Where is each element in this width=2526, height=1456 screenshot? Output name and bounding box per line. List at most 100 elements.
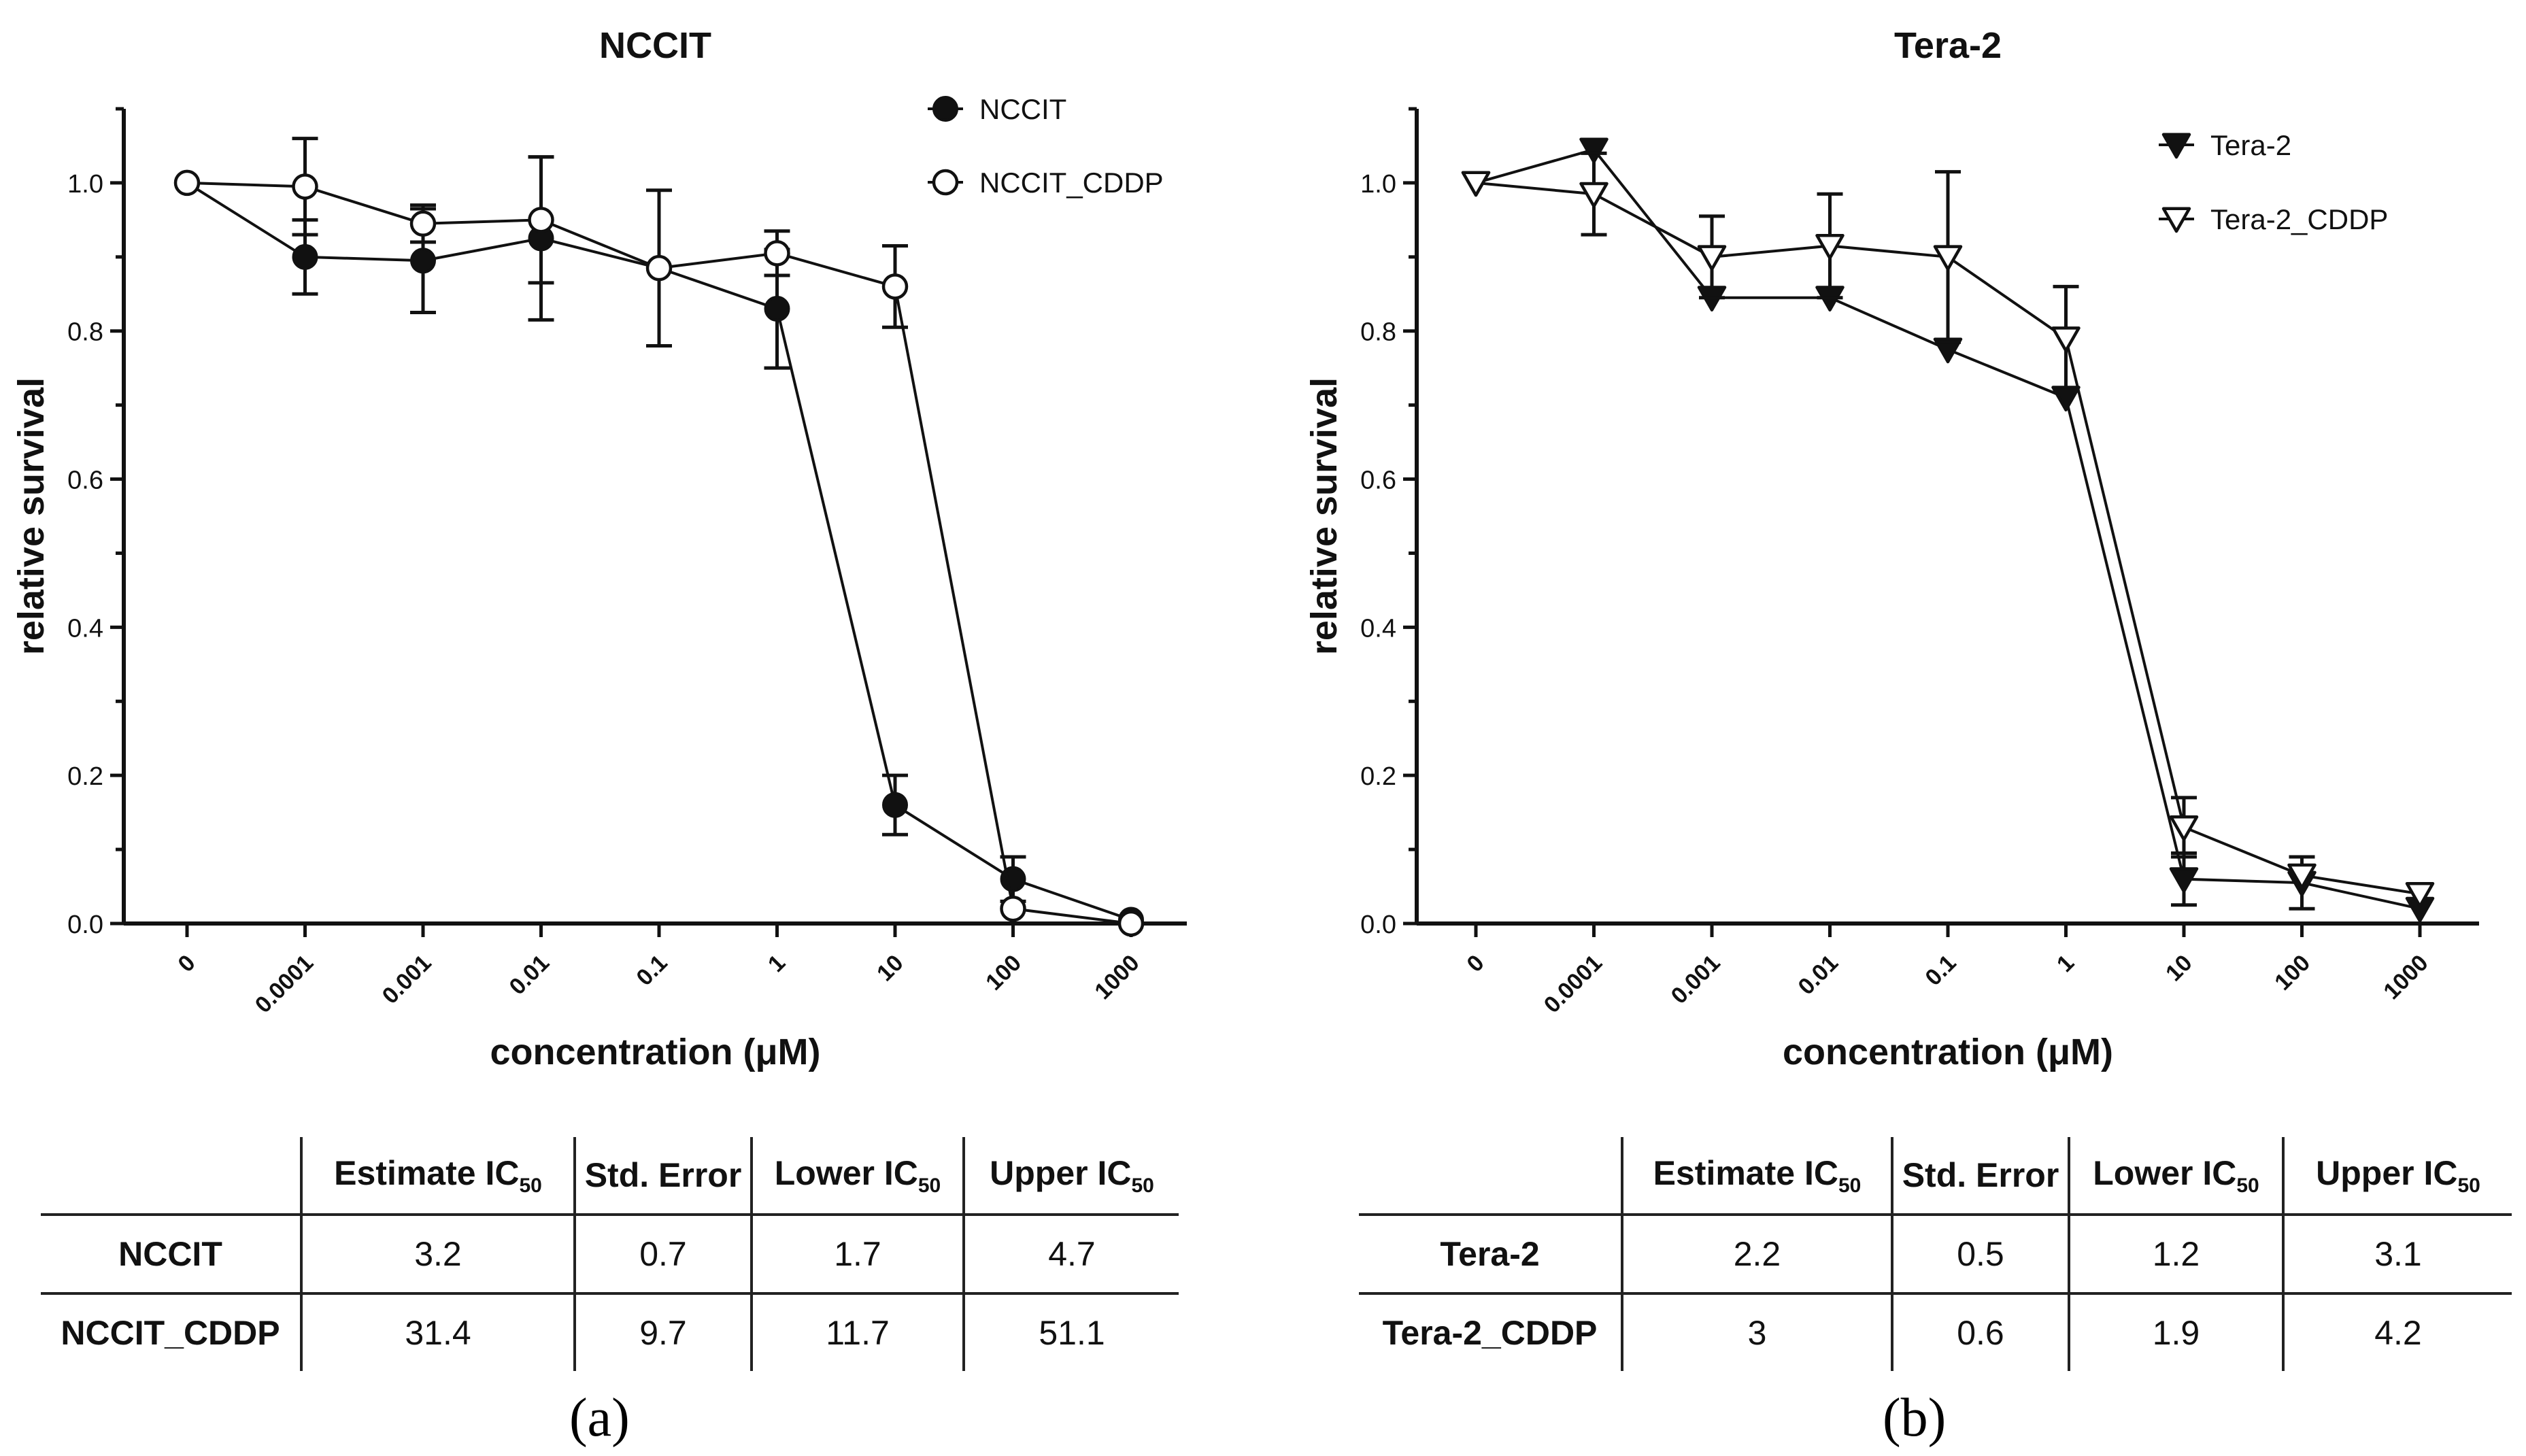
legend-marker: [2161, 207, 2191, 233]
data-point: [410, 248, 436, 274]
table-row: NCCIT_CDDP 31.4 9.7 11.7 51.1: [41, 1292, 1179, 1371]
x-tick-label: 1000: [2378, 950, 2433, 1004]
y-tick-label: 0.8: [67, 318, 103, 347]
data-point: [1933, 245, 1963, 271]
cell-std-error: 0.5: [1892, 1213, 2070, 1293]
legend-label: Tera-2_CDDP: [2210, 203, 2388, 235]
data-point: [882, 792, 908, 818]
cell-std-error: 0.6: [1892, 1292, 2070, 1371]
data-point: [1579, 137, 1609, 164]
panel-label-a: (a): [569, 1388, 630, 1448]
header-std-error: Std. Error: [575, 1137, 753, 1215]
chart-title: Tera-2: [1894, 25, 2002, 66]
data-point: [2405, 881, 2435, 908]
x-tick-label: 0.01: [1793, 950, 1843, 1000]
data-point: [292, 173, 318, 200]
header-lower: Lower IC50: [2069, 1137, 2285, 1215]
legend-marker: [2161, 133, 2191, 159]
header-upper: Upper IC50: [990, 1153, 1154, 1197]
data-point: [173, 169, 201, 197]
cell-estimate: 3.2: [301, 1213, 576, 1293]
data-point: [881, 273, 909, 300]
data-point: [1461, 171, 1491, 197]
x-tick-label: 10: [2161, 950, 2197, 987]
table-row: Tera-2 2.2 0.5 1.2 3.1: [1359, 1213, 2512, 1293]
x-axis-label: concentration (μM): [1783, 1032, 2113, 1072]
row-label: Tera-2_CDDP: [1359, 1292, 1623, 1371]
y-tick-label: 0.2: [67, 762, 103, 791]
x-tick-label: 1: [2052, 950, 2079, 977]
cell-upper: 3.1: [2283, 1213, 2512, 1293]
data-point: [2287, 863, 2317, 890]
data-point: [645, 254, 673, 282]
panel-label-b: (b): [1883, 1388, 1947, 1448]
table-a-corner: [41, 1137, 303, 1215]
x-tick-label: 0.001: [1666, 950, 1725, 1009]
legend-label: Tera-2: [2210, 129, 2291, 161]
table-b-corner: [1359, 1137, 1623, 1215]
ic50-table-b: Estimate IC50 Std. Error Lower IC50 Uppe…: [1359, 1137, 2512, 1371]
data-point: [764, 240, 790, 267]
x-tick-label: 0.1: [1920, 950, 1961, 991]
x-tick-label: 10: [872, 950, 909, 987]
cell-estimate: 31.4: [301, 1292, 576, 1371]
x-tick-label: 0.001: [377, 950, 437, 1009]
series-tera-2-cddp: [1461, 151, 2435, 908]
y-tick-label: 1.0: [67, 170, 103, 199]
data-point: [1815, 234, 1845, 260]
table-a-header-row: Estimate IC50 Std. Error Lower IC50 Uppe…: [41, 1137, 1179, 1215]
x-tick-label: 0.01: [504, 950, 554, 1000]
chart-tera2: Tera-2 0.0 0.2 0.4 0.6 0.8 1.0 relative surviva…: [1304, 25, 2479, 1072]
data-point: [1117, 910, 1145, 937]
y-axis-label: relative survival: [11, 377, 52, 655]
series-nccit-cddp: [173, 137, 1145, 937]
x-tick-label: 0.0001: [1539, 950, 1607, 1018]
x-tick-label: 1000: [1090, 950, 1144, 1004]
legend-marker: [932, 96, 958, 122]
data-point: [1697, 245, 1727, 271]
cell-lower: 1.9: [2069, 1292, 2285, 1371]
cell-estimate: 2.2: [1622, 1213, 1893, 1293]
y-tick-label: 0.0: [1360, 911, 1396, 939]
data-point: [764, 296, 790, 322]
x-tick-label: 0.0001: [250, 950, 318, 1018]
row-label: Tera-2: [1359, 1213, 1623, 1293]
header-lower: Lower IC50: [752, 1137, 965, 1215]
ic50-table-a: Estimate IC50 Std. Error Lower IC50 Uppe…: [41, 1137, 1179, 1371]
table-row: NCCIT 3.2 0.7 1.7 4.7: [41, 1213, 1179, 1293]
x-tick-label: 0: [173, 950, 200, 977]
data-point: [2169, 867, 2199, 893]
cell-std-error: 0.7: [575, 1213, 753, 1293]
x-tick-label: 1: [763, 950, 790, 977]
y-tick-label: 1.0: [1360, 170, 1396, 199]
data-point: [2051, 326, 2081, 352]
cell-upper: 4.2: [2283, 1292, 2512, 1371]
y-tick-label: 0.6: [67, 467, 103, 495]
y-tick-label: 0.2: [1360, 762, 1396, 791]
cell-lower: 1.7: [752, 1213, 965, 1293]
x-tick-label: 0: [1462, 950, 1489, 977]
data-point: [1579, 182, 1609, 208]
cell-lower: 11.7: [752, 1292, 965, 1371]
x-tick-label: 100: [981, 950, 1026, 996]
header-std-error: Std. Error: [1892, 1137, 2070, 1215]
y-axis-label: relative survival: [1304, 377, 1345, 655]
data-point: [1000, 895, 1026, 922]
data-point: [528, 207, 554, 233]
legend-label: NCCIT: [979, 93, 1066, 125]
y-tick-label: 0.4: [67, 614, 103, 643]
row-label: NCCIT: [41, 1213, 303, 1293]
header-estimate: Estimate IC50: [1622, 1137, 1893, 1215]
cell-std-error: 9.7: [575, 1292, 753, 1371]
chart-title: NCCIT: [599, 25, 711, 66]
cell-lower: 1.2: [2069, 1213, 2285, 1293]
legend-label: NCCIT_CDDP: [979, 167, 1164, 199]
row-label: NCCIT_CDDP: [41, 1292, 303, 1371]
y-tick-label: 0.4: [1360, 614, 1396, 643]
y-tick-label: 0.0: [67, 911, 103, 939]
data-point: [409, 210, 437, 237]
table-b-header-row: Estimate IC50 Std. Error Lower IC50 Uppe…: [1359, 1137, 2512, 1215]
x-tick-label: 100: [2270, 950, 2315, 996]
data-point: [2169, 815, 2199, 841]
